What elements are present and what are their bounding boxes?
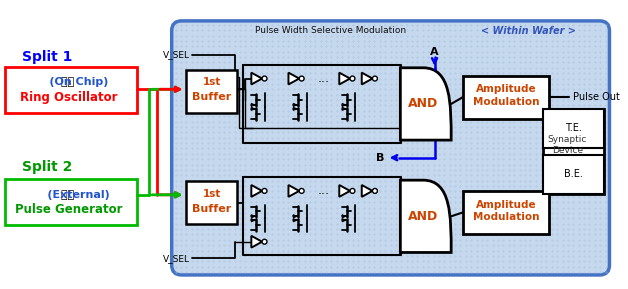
Circle shape [299,76,304,81]
Bar [187,70,237,113]
Circle shape [262,188,267,193]
Polygon shape [251,236,262,248]
Circle shape [350,188,355,193]
Text: 1st: 1st [203,77,221,88]
Text: 1st: 1st [203,189,221,199]
Text: (External): (External) [28,190,110,200]
Text: Amplitude: Amplitude [475,84,536,94]
Circle shape [372,76,377,81]
Text: ...: ... [317,184,329,197]
Circle shape [299,188,304,193]
Text: < Within Wafer >: < Within Wafer > [481,26,576,36]
Text: Modulation: Modulation [473,97,539,107]
Text: Ring Oscillator: Ring Oscillator [20,91,118,104]
Bar [543,155,604,194]
Text: Modulation: Modulation [473,212,539,222]
Bar [4,67,136,113]
Text: T.E.: T.E. [565,123,582,134]
Polygon shape [251,73,262,84]
Polygon shape [362,185,372,197]
Text: Pulse Generator: Pulse Generator [15,203,123,216]
Bar [463,191,549,234]
PathPatch shape [400,68,451,140]
Polygon shape [339,73,350,84]
Text: AND: AND [408,210,438,223]
Polygon shape [362,73,372,84]
PathPatch shape [400,180,451,253]
Text: 내부: 내부 [61,77,77,88]
Text: B.E.: B.E. [564,169,583,179]
Circle shape [350,76,355,81]
Text: B: B [376,153,384,163]
FancyBboxPatch shape [171,21,609,275]
Circle shape [372,188,377,193]
Text: Synaptic
Device: Synaptic Device [548,135,587,155]
Polygon shape [251,185,262,197]
Text: ...: ... [317,72,329,85]
Text: Split 1: Split 1 [23,50,73,64]
Bar [4,179,136,225]
Text: Buffer: Buffer [192,203,231,214]
Circle shape [262,76,267,81]
Polygon shape [339,185,350,197]
Circle shape [262,239,267,244]
Polygon shape [288,73,299,84]
Bar [187,181,237,224]
Text: V_SEL: V_SEL [163,254,190,263]
Bar [543,109,604,194]
Text: Buffer: Buffer [192,92,231,102]
Text: Pulse Out: Pulse Out [573,92,620,102]
Text: V_SEL: V_SEL [163,51,190,60]
Text: AND: AND [408,97,438,110]
Text: Pulse Width Selective Modulation: Pulse Width Selective Modulation [256,26,406,35]
Text: 외부: 외부 [61,190,77,200]
Text: Split 2: Split 2 [23,160,73,175]
Text: (On Chip): (On Chip) [30,77,108,88]
Bar [543,109,604,148]
Polygon shape [288,185,299,197]
Text: Amplitude: Amplitude [475,200,536,210]
Bar [463,76,549,118]
Text: A: A [430,47,439,57]
